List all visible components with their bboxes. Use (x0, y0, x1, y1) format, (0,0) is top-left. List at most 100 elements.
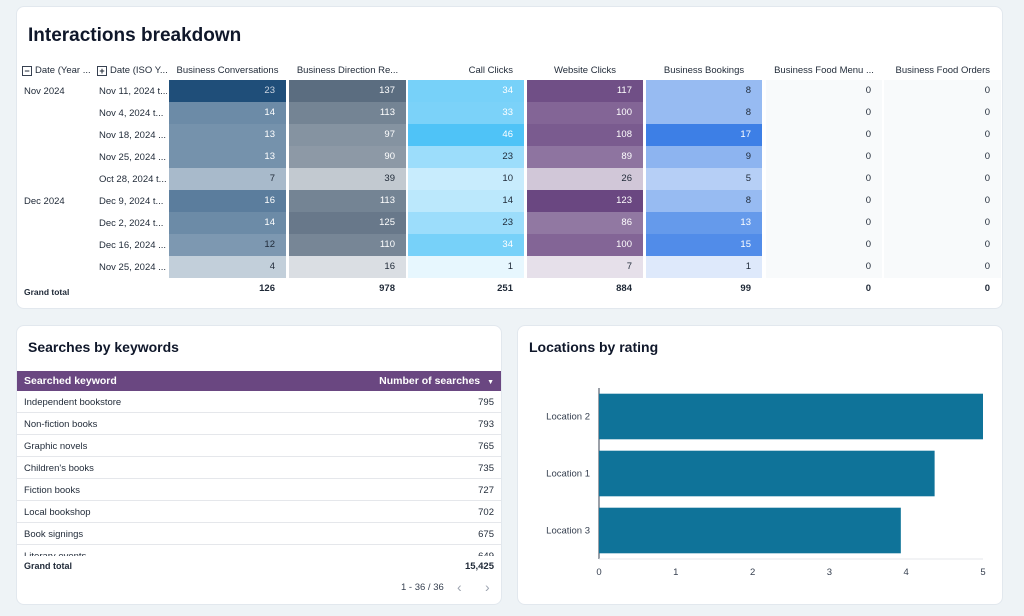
x-tick-label: 2 (750, 567, 755, 578)
metric-cell: 0 (884, 168, 1001, 190)
week-label: Dec 9, 2024 t... (99, 196, 164, 207)
metric-cell: 90 (289, 146, 406, 168)
metric-cell: 108 (527, 124, 643, 146)
metric-cell: 8 (646, 102, 762, 124)
keyword-column-header[interactable]: Searched keyword (24, 375, 117, 387)
week-label: Nov 25, 2024 ... (99, 152, 167, 163)
keywords-card: Searches by keywords Searched keyword Nu… (16, 325, 502, 605)
keyword-count: 702 (478, 507, 494, 518)
metric-cell: 8 (646, 190, 762, 212)
searches-column-header[interactable]: Number of searches ▼ (379, 375, 494, 387)
metric-header[interactable]: Business Direction Re... (296, 65, 399, 76)
keywords-total-label: Grand total (24, 561, 73, 571)
metric-header[interactable]: Website Clicks (553, 65, 617, 76)
keyword-row[interactable]: Fiction books 727 (17, 479, 501, 501)
grand-total-value: 126 (259, 283, 275, 294)
metric-cell: 13 (169, 124, 286, 146)
metric-cell: 86 (527, 212, 643, 234)
collapse-icon[interactable]: − (22, 66, 32, 76)
metric-cell: 39 (289, 168, 406, 190)
iso-week-header-label: Date (ISO Y... (110, 65, 168, 76)
metric-cell: 0 (884, 146, 1001, 168)
metric-cell: 10 (408, 168, 524, 190)
category-label: Location 3 (546, 526, 590, 537)
metric-header[interactable]: Business Bookings (663, 65, 745, 76)
grand-total-value: 251 (497, 283, 513, 294)
week-label: Nov 25, 2024 ... (99, 262, 167, 273)
locations-bar-chart: Location 2 Location 1 Location 3 0 1 2 3 4 5 (546, 388, 986, 578)
metric-cell: 14 (169, 212, 286, 234)
metric-cell: 97 (289, 124, 406, 146)
group-label[interactable]: Nov 2024 (24, 86, 65, 97)
metric-cell: 4 (169, 256, 286, 278)
metric-cell: 17 (646, 124, 762, 146)
metric-cell: 33 (408, 102, 524, 124)
keyword-row[interactable]: Book signings 675 (17, 523, 501, 545)
metric-cell: 110 (289, 234, 406, 256)
grand-total-value: 884 (616, 283, 632, 294)
grand-total-label: Grand total (24, 287, 70, 297)
searches-column-label: Number of searches (379, 375, 481, 387)
x-tick-label: 1 (673, 567, 678, 578)
year-month-header-label: Date (Year ... (35, 65, 91, 76)
year-month-header[interactable]: − Date (Year ... (22, 65, 94, 76)
keyword-row[interactable]: Literary events 649 (17, 545, 501, 556)
keyword-row[interactable]: Children's books 735 (17, 457, 501, 479)
metric-cell: 1 (646, 256, 762, 278)
keywords-table-header: Searched keyword Number of searches ▼ (17, 371, 501, 391)
keywords-table-body[interactable]: Independent bookstore 795 Non-fiction book… (17, 391, 501, 556)
metric-cell: 23 (408, 146, 524, 168)
metric-cell: 0 (766, 212, 882, 234)
metric-cell: 16 (289, 256, 406, 278)
keyword-count: 793 (478, 419, 494, 430)
metric-header[interactable]: Business Food Menu ... (774, 65, 874, 76)
keyword-row[interactable]: Local bookshop 702 (17, 501, 501, 523)
week-label: Nov 18, 2024 ... (99, 130, 167, 141)
metric-header[interactable]: Business Food Orders (895, 65, 990, 76)
metric-cell: 8 (646, 80, 762, 102)
metric-cell: 26 (527, 168, 643, 190)
iso-week-header[interactable]: + Date (ISO Y... (97, 65, 169, 76)
expand-icon[interactable]: + (97, 66, 107, 76)
metric-cell: 0 (884, 124, 1001, 146)
metric-cell: 125 (289, 212, 406, 234)
interactions-card: Interactions breakdown − Date (Year ... + D… (16, 6, 1003, 309)
metric-cell: 0 (766, 102, 882, 124)
x-tick-label: 4 (904, 567, 909, 578)
next-page-icon[interactable]: › (485, 579, 490, 595)
metric-cell: 0 (766, 256, 882, 278)
metric-cell: 7 (527, 256, 643, 278)
prev-page-icon[interactable]: ‹ (457, 579, 462, 595)
grand-total-value: 0 (865, 283, 871, 294)
keywords-total-value: 15,425 (464, 561, 494, 572)
locations-title: Locations by rating (529, 339, 659, 355)
keyword-row[interactable]: Graphic novels 765 (17, 435, 501, 457)
keyword-row[interactable]: Non-fiction books 793 (17, 413, 501, 435)
week-label: Nov 4, 2024 t... (99, 108, 164, 119)
metric-cell: 0 (884, 256, 1001, 278)
keyword-row[interactable]: Independent bookstore 795 (17, 391, 501, 413)
keyword-text: Book signings (24, 529, 84, 540)
metric-cell: 0 (884, 234, 1001, 256)
metric-header[interactable]: Business Conversations (176, 65, 279, 76)
locations-card: Locations by rating Location 2 Location 1… (517, 325, 1003, 605)
metric-cell: 137 (289, 80, 406, 102)
rating-bar (599, 450, 935, 497)
metric-cell: 5 (646, 168, 762, 190)
metric-cell: 34 (408, 234, 524, 256)
keyword-count: 735 (478, 463, 494, 474)
metric-cell: 14 (169, 102, 286, 124)
metric-header[interactable]: Call Clicks (468, 65, 513, 76)
rating-bar (599, 507, 901, 554)
category-label: Location 1 (546, 469, 590, 480)
keywords-title: Searches by keywords (28, 339, 179, 355)
week-label: Dec 2, 2024 t... (99, 218, 164, 229)
metric-cell: 0 (766, 234, 882, 256)
metric-cell: 0 (766, 124, 882, 146)
group-label[interactable]: Dec 2024 (24, 196, 65, 207)
pagination-info: 1 - 36 / 36 (401, 582, 444, 593)
metric-cell: 13 (646, 212, 762, 234)
metric-cell: 100 (527, 234, 643, 256)
keyword-text: Independent bookstore (24, 397, 122, 408)
keyword-count: 649 (478, 551, 494, 556)
